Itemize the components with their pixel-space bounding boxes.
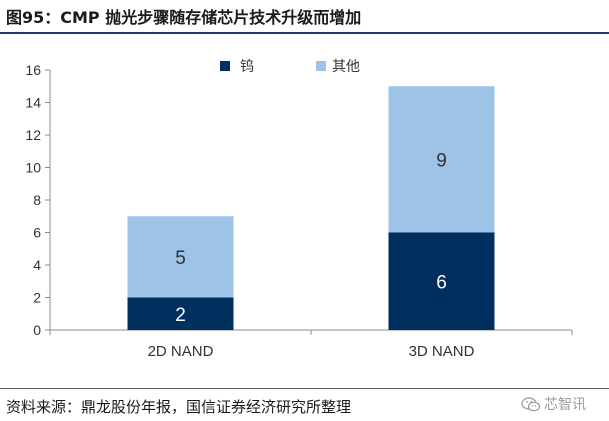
y-tick-label: 14 — [25, 95, 41, 111]
y-tick-label: 2 — [33, 290, 41, 306]
title-rule — [0, 32, 609, 34]
bars: 2 5 6 9 — [127, 86, 495, 330]
legend: 钨 其他 — [220, 59, 360, 75]
x-axis: 2D NAND 3D NAND — [49, 329, 573, 360]
y-tick-label: 8 — [33, 192, 41, 208]
y-tick-label: 16 — [25, 62, 41, 78]
bar-segment — [388, 232, 495, 330]
y-tick-label: 6 — [33, 225, 41, 241]
y-tick-label: 10 — [25, 160, 41, 176]
bar-segment — [127, 297, 234, 330]
y-tick-label: 4 — [33, 257, 41, 273]
x-category-label: 3D NAND — [409, 343, 475, 360]
bar-data-label: 6 — [436, 272, 447, 293]
x-category-label: 2D NAND — [148, 343, 214, 360]
bar-data-label: 5 — [175, 248, 186, 269]
wechat-logo-icon — [521, 396, 541, 411]
y-tick-label: 0 — [33, 322, 41, 338]
watermark-text: 芯智讯 — [544, 397, 586, 413]
source-rule — [0, 388, 609, 389]
source-note: 资料来源：鼎龙股份年报，国信证券经济研究所整理 — [6, 398, 352, 416]
bar-data-label: 2 — [175, 305, 186, 326]
legend-label-tungsten: 钨 — [240, 59, 254, 75]
bar-data-label: 9 — [436, 150, 447, 171]
bar-segment — [127, 216, 234, 298]
stacked-bar-chart: 0 2 4 6 8 10 12 14 16 2D NAND 3D NAND 2 5 6 9 钨 其他 — [25, 59, 573, 360]
y-tick-label: 12 — [25, 127, 41, 143]
legend-swatch-tungsten — [220, 61, 230, 71]
chart-title: 图95：CMP 抛光步骤随存储芯片技术升级而增加 — [6, 8, 362, 27]
legend-swatch-other — [316, 61, 326, 71]
bar-segment — [388, 86, 495, 233]
legend-label-other: 其他 — [332, 59, 360, 75]
y-axis: 0 2 4 6 8 10 12 14 16 — [25, 62, 51, 338]
watermark: 芯智讯 — [521, 394, 586, 414]
